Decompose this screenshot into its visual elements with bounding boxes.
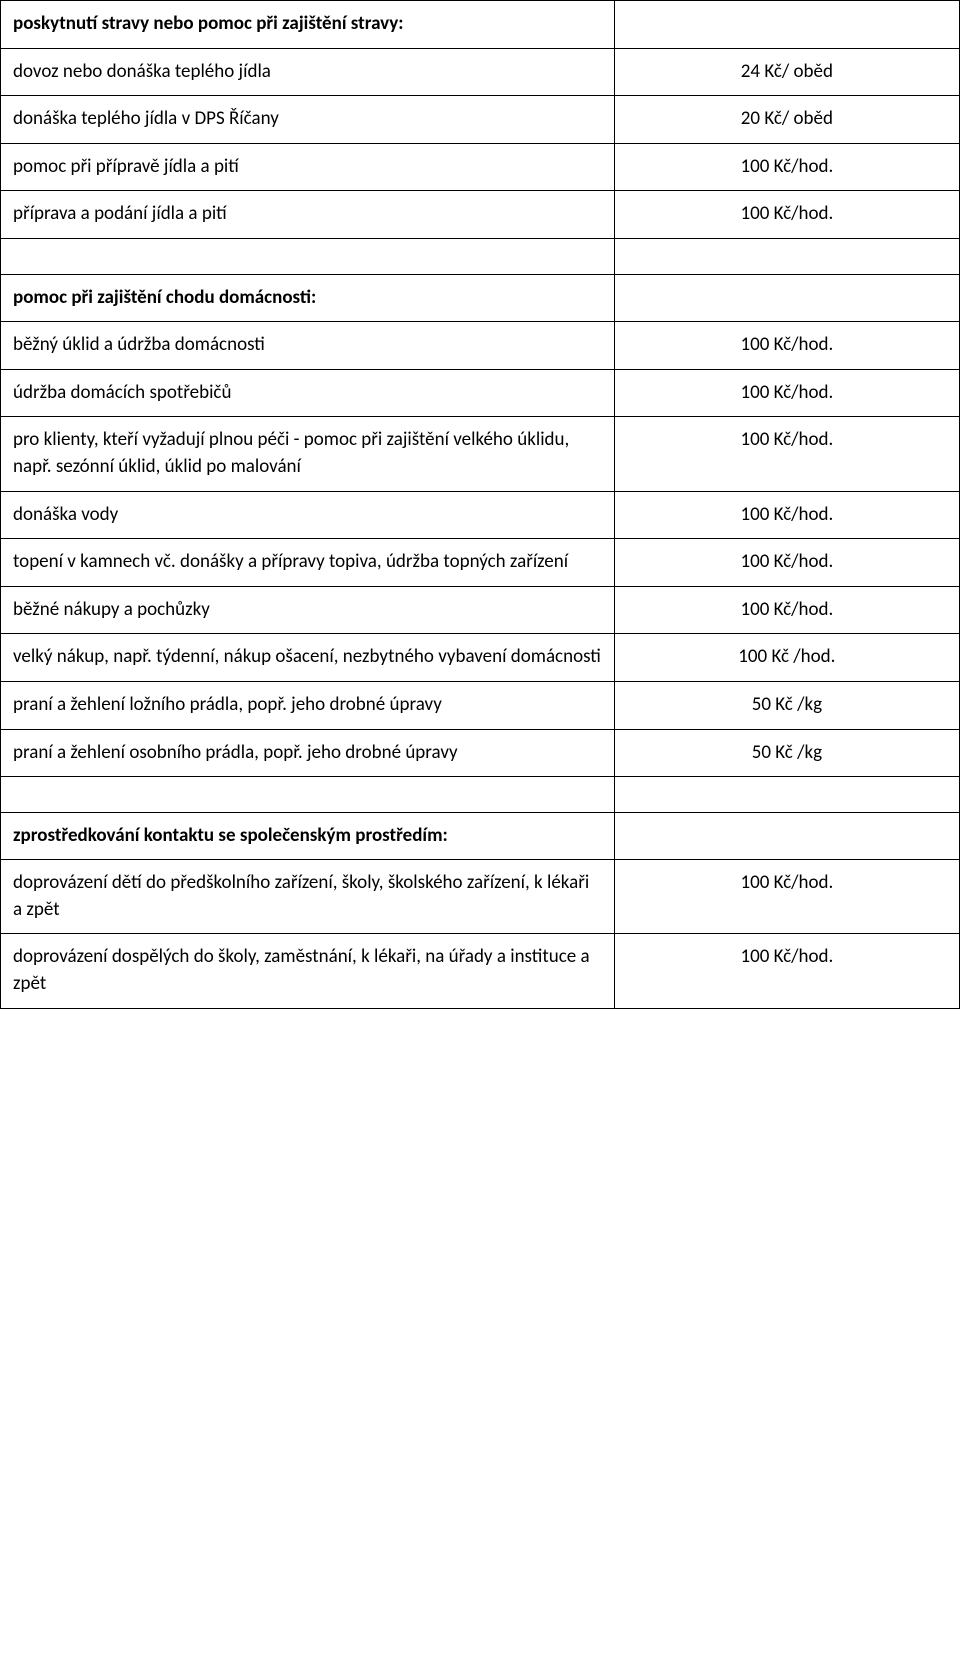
price-cell-empty bbox=[614, 812, 959, 860]
table-row: velký nákup, např. týdenní, nákup ošacen… bbox=[1, 634, 960, 682]
price-cell: 100 Kč/hod. bbox=[614, 191, 959, 239]
table-row: příprava a podání jídla a pití 100 Kč/ho… bbox=[1, 191, 960, 239]
section-header-text: zprostředkování kontaktu se společenským… bbox=[13, 824, 448, 847]
price-cell: 50 Kč /kg bbox=[614, 681, 959, 729]
table-row: praní a žehlení osobního prádla, popř. j… bbox=[1, 729, 960, 777]
price-cell: 100 Kč/hod. bbox=[614, 934, 959, 1008]
table-row: donáška vody 100 Kč/hod. bbox=[1, 491, 960, 539]
price-cell: 100 Kč/hod. bbox=[614, 491, 959, 539]
service-label: praní a žehlení ložního prádla, popř. je… bbox=[1, 681, 615, 729]
price-text: 24 Kč/ oběd bbox=[741, 60, 833, 83]
price-cell: 100 Kč/hod. bbox=[614, 143, 959, 191]
price-text: 100 Kč/hod. bbox=[740, 155, 833, 178]
section-header-social: zprostředkování kontaktu se společenským… bbox=[1, 812, 615, 860]
label-text: údržba domácích spotřebičů bbox=[13, 381, 231, 404]
price-text: 50 Kč /kg bbox=[752, 693, 822, 716]
label-text: praní a žehlení ložního prádla, popř. je… bbox=[13, 693, 442, 716]
service-label: dovoz nebo donáška teplého jídla bbox=[1, 48, 615, 96]
table-row: běžné nákupy a pochůzky 100 Kč/hod. bbox=[1, 586, 960, 634]
service-label: pro klienty, kteří vyžadují plnou péči -… bbox=[1, 417, 615, 491]
price-cell: 100 Kč/hod. bbox=[614, 860, 959, 934]
label-text: velký nákup, např. týdenní, nákup ošacen… bbox=[13, 645, 601, 668]
service-label: údržba domácích spotřebičů bbox=[1, 369, 615, 417]
table-row: praní a žehlení ložního prádla, popř. je… bbox=[1, 681, 960, 729]
price-cell: 100 Kč/hod. bbox=[614, 539, 959, 587]
table-row: doprovázení dětí do předškolního zařízen… bbox=[1, 860, 960, 934]
label-text: topení v kamnech vč. donášky a přípravy … bbox=[13, 550, 568, 573]
price-cell: 100 Kč/hod. bbox=[614, 586, 959, 634]
price-cell: 24 Kč/ oběd bbox=[614, 48, 959, 96]
label-text: běžný úklid a údržba domácnosti bbox=[13, 333, 265, 356]
section-header-text: pomoc při zajištění chodu domácnosti: bbox=[13, 286, 316, 309]
price-text: 20 Kč/ oběd bbox=[741, 107, 833, 130]
table-row: běžný úklid a údržba domácnosti 100 Kč/h… bbox=[1, 322, 960, 370]
table-row: poskytnutí stravy nebo pomoc při zajiště… bbox=[1, 1, 960, 49]
price-cell-empty bbox=[614, 274, 959, 322]
label-text: běžné nákupy a pochůzky bbox=[13, 598, 210, 621]
section-header-household: pomoc při zajištění chodu domácnosti: bbox=[1, 274, 615, 322]
price-cell: 100 Kč/hod. bbox=[614, 417, 959, 491]
spacer-row bbox=[1, 777, 960, 813]
price-text: 100 Kč/hod. bbox=[740, 333, 833, 356]
service-label: praní a žehlení osobního prádla, popř. j… bbox=[1, 729, 615, 777]
service-label: běžný úklid a údržba domácnosti bbox=[1, 322, 615, 370]
service-label: donáška vody bbox=[1, 491, 615, 539]
spacer-cell bbox=[614, 238, 959, 274]
table-row: pomoc při zajištění chodu domácnosti: bbox=[1, 274, 960, 322]
table-row: zprostředkování kontaktu se společenským… bbox=[1, 812, 960, 860]
service-label: doprovázení dětí do předškolního zařízen… bbox=[1, 860, 615, 934]
service-label: donáška teplého jídla v DPS Říčany bbox=[1, 96, 615, 144]
label-text: donáška vody bbox=[13, 503, 118, 526]
price-cell: 50 Kč /kg bbox=[614, 729, 959, 777]
table-row: donáška teplého jídla v DPS Říčany 20 Kč… bbox=[1, 96, 960, 144]
label-text: příprava a podání jídla a pití bbox=[13, 202, 227, 225]
table-row: pro klienty, kteří vyžadují plnou péči -… bbox=[1, 417, 960, 491]
label-text: donáška teplého jídla v DPS Říčany bbox=[13, 107, 279, 130]
price-cell-empty bbox=[614, 1, 959, 49]
spacer-cell bbox=[1, 238, 615, 274]
service-label: doprovázení dospělých do školy, zaměstná… bbox=[1, 934, 615, 1008]
service-label: příprava a podání jídla a pití bbox=[1, 191, 615, 239]
service-label: běžné nákupy a pochůzky bbox=[1, 586, 615, 634]
price-cell: 20 Kč/ oběd bbox=[614, 96, 959, 144]
price-text: 100 Kč/hod. bbox=[740, 381, 833, 404]
price-text: 100 Kč/hod. bbox=[740, 598, 833, 621]
section-header-text: poskytnutí stravy nebo pomoc při zajiště… bbox=[13, 12, 404, 35]
price-table: poskytnutí stravy nebo pomoc při zajiště… bbox=[0, 0, 960, 1009]
label-text: doprovázení dospělých do školy, zaměstná… bbox=[13, 945, 590, 995]
price-table-page: poskytnutí stravy nebo pomoc při zajiště… bbox=[0, 0, 960, 1009]
spacer-cell bbox=[1, 777, 615, 813]
label-text: pro klienty, kteří vyžadují plnou péči -… bbox=[13, 428, 569, 478]
price-text: 100 Kč/hod. bbox=[740, 550, 833, 573]
label-text: pomoc při přípravě jídla a pití bbox=[13, 155, 239, 178]
table-row: údržba domácích spotřebičů 100 Kč/hod. bbox=[1, 369, 960, 417]
price-cell: 100 Kč/hod. bbox=[614, 369, 959, 417]
label-text: dovoz nebo donáška teplého jídla bbox=[13, 60, 271, 83]
section-header-food: poskytnutí stravy nebo pomoc při zajiště… bbox=[1, 1, 615, 49]
table-row: dovoz nebo donáška teplého jídla 24 Kč/ … bbox=[1, 48, 960, 96]
service-label: pomoc při přípravě jídla a pití bbox=[1, 143, 615, 191]
table-row: pomoc při přípravě jídla a pití 100 Kč/h… bbox=[1, 143, 960, 191]
service-label: topení v kamnech vč. donášky a přípravy … bbox=[1, 539, 615, 587]
label-text: praní a žehlení osobního prádla, popř. j… bbox=[13, 741, 458, 764]
label-text: doprovázení dětí do předškolního zařízen… bbox=[13, 871, 589, 921]
price-text: 100 Kč/hod. bbox=[740, 871, 833, 894]
price-text: 100 Kč/hod. bbox=[740, 503, 833, 526]
service-label: velký nákup, např. týdenní, nákup ošacen… bbox=[1, 634, 615, 682]
price-text: 100 Kč/hod. bbox=[740, 428, 833, 451]
price-text: 100 Kč/hod. bbox=[740, 202, 833, 225]
table-row: doprovázení dospělých do školy, zaměstná… bbox=[1, 934, 960, 1008]
price-text: 100 Kč /hod. bbox=[738, 645, 835, 668]
spacer-row bbox=[1, 238, 960, 274]
table-row: topení v kamnech vč. donášky a přípravy … bbox=[1, 539, 960, 587]
price-cell: 100 Kč/hod. bbox=[614, 322, 959, 370]
spacer-cell bbox=[614, 777, 959, 813]
price-text: 50 Kč /kg bbox=[752, 741, 822, 764]
price-text: 100 Kč/hod. bbox=[740, 945, 833, 968]
price-cell: 100 Kč /hod. bbox=[614, 634, 959, 682]
